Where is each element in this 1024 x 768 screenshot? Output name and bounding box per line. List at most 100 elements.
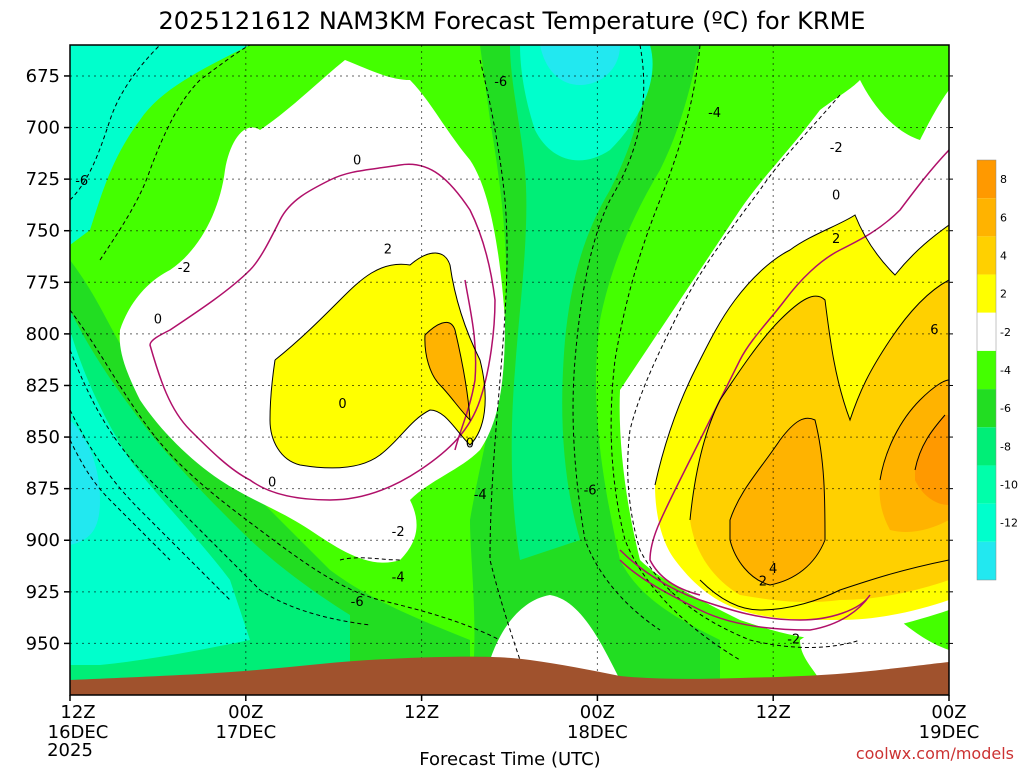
- contour-plus4-left: [424, 321, 471, 422]
- field-white-lower-center: [490, 595, 620, 680]
- colorbar-bin: [977, 312, 996, 351]
- contour-label: -6: [75, 174, 88, 189]
- x-tick-label: 12Z: [404, 702, 439, 723]
- colorbar-frame: [976, 159, 997, 581]
- colorbar-label: -2: [1000, 326, 1011, 339]
- field-yellow-left: [270, 252, 486, 468]
- colorbar: 8 6 4 2 -2 -4 -6 -8 -10 -12: [976, 159, 1018, 581]
- x-tick-date: 18DEC: [567, 722, 628, 743]
- positive-contours: [269, 214, 949, 611]
- colorbar-label: -12: [1000, 517, 1018, 530]
- field-cyan-central-top: [540, 45, 620, 85]
- contour-plus4-right: [689, 279, 949, 521]
- contour-label: -2: [830, 141, 843, 156]
- contour-label: -2: [392, 525, 405, 540]
- contour-label: 0: [466, 436, 474, 451]
- colorbar-bin: [977, 503, 996, 542]
- y-tick-label: 675: [26, 66, 60, 87]
- colorbar-label: -4: [1000, 364, 1011, 377]
- x-tick-date: 19DEC: [919, 722, 980, 743]
- y-tick-label: 900: [26, 530, 60, 551]
- x-tick-label: 00Z: [580, 702, 615, 723]
- colorbar-label: 2: [1000, 288, 1007, 301]
- colorbar-bin: [977, 389, 996, 428]
- y-tick-label: 950: [26, 633, 60, 654]
- contour-label: -4: [474, 488, 487, 503]
- contour-label: -4: [392, 570, 405, 585]
- contour-label: 4: [769, 562, 777, 577]
- y-tick-label: 750: [26, 221, 60, 242]
- x-tick-date: 17DEC: [215, 722, 276, 743]
- x-tick-label: 00Z: [931, 702, 966, 723]
- contour-zero-right: [619, 549, 871, 631]
- colorbar-label: -10: [1000, 479, 1018, 492]
- grid-lines: [70, 45, 949, 695]
- x-tick-label: 00Z: [228, 702, 263, 723]
- contour-zero-right-upper: [649, 149, 949, 596]
- colorbar-label: 4: [1000, 249, 1007, 262]
- contour-plus2-left: [269, 252, 486, 469]
- y-axis: 675 700 725 750 775 800 825 850 875 900 925 950: [26, 66, 953, 654]
- contour-label: -4: [708, 106, 721, 121]
- contour-zero-left: [149, 163, 496, 501]
- contour-plus6-right: [729, 417, 826, 586]
- colorbar-bin: [977, 274, 996, 313]
- field-seagreen-central-column: [510, 45, 643, 560]
- contour-label: 0: [338, 397, 346, 412]
- contour-label: 2: [832, 232, 840, 247]
- contour-plus2-right: [654, 214, 949, 486]
- contour-minus6-left: [70, 45, 161, 201]
- field-aqua-lower-left: [70, 330, 250, 665]
- credit-text: coolwx.com/models: [856, 744, 1014, 763]
- y-tick-label: 925: [26, 582, 60, 603]
- contour-label: 0: [154, 312, 162, 327]
- colorbar-label: 8: [1000, 173, 1007, 186]
- contour-minus6-lower-left: [70, 349, 371, 626]
- y-tick-label: 850: [26, 427, 60, 448]
- field-cyan-lower-left: [70, 420, 100, 545]
- colorbar-bin: [977, 198, 996, 237]
- y-tick-label: 875: [26, 479, 60, 500]
- contour-plus8-right-edge: [914, 414, 946, 471]
- contour-plus6-right-edge: [879, 379, 949, 481]
- terrain: [70, 656, 949, 695]
- y-tick-label: 800: [26, 324, 60, 345]
- y-tick-label: 700: [26, 118, 60, 139]
- contour-minus8-lower-left: [70, 409, 231, 601]
- colorbar-bin: [977, 350, 996, 390]
- contour-minus6-central-left: [479, 59, 521, 661]
- contour-label: 0: [268, 475, 276, 490]
- contour-plus2-lower-right: [699, 559, 949, 611]
- x-tick-label: 12Z: [756, 702, 791, 723]
- contour-label: 0: [353, 154, 361, 169]
- x-tick-year: 2025: [47, 740, 93, 761]
- plot-area: [70, 45, 949, 695]
- colorbar-label: -8: [1000, 440, 1011, 453]
- contour-label: 2: [759, 575, 767, 590]
- y-tick-label: 725: [26, 169, 60, 190]
- contour-label: 2: [384, 242, 392, 257]
- colorbar-bin: [977, 427, 996, 466]
- field-aqua-central-top: [520, 45, 653, 161]
- zero-contours: [149, 149, 949, 631]
- contour-label: -6: [351, 595, 364, 610]
- contour-minus2-lower-center: [339, 557, 401, 561]
- contour-label: -2: [178, 261, 191, 276]
- colorbar-label: 6: [1000, 211, 1007, 224]
- contour-zero-left-inner: [454, 279, 477, 451]
- colorbar-bin: [977, 160, 996, 199]
- x-axis-label: Forecast Time (UTC): [419, 749, 600, 768]
- plot-frame: [69, 44, 950, 696]
- contour-label: 0: [832, 189, 840, 204]
- contour-label: 6: [930, 323, 938, 338]
- colorbar-bin: [977, 465, 996, 504]
- contour-label: -6: [584, 484, 597, 499]
- contour-minus2-left: [99, 45, 251, 261]
- contour-minus4-central-right: [610, 45, 741, 661]
- negative-contours: [70, 45, 861, 661]
- y-tick-label: 825: [26, 375, 60, 396]
- contour-minus10-lower-left: [70, 439, 171, 561]
